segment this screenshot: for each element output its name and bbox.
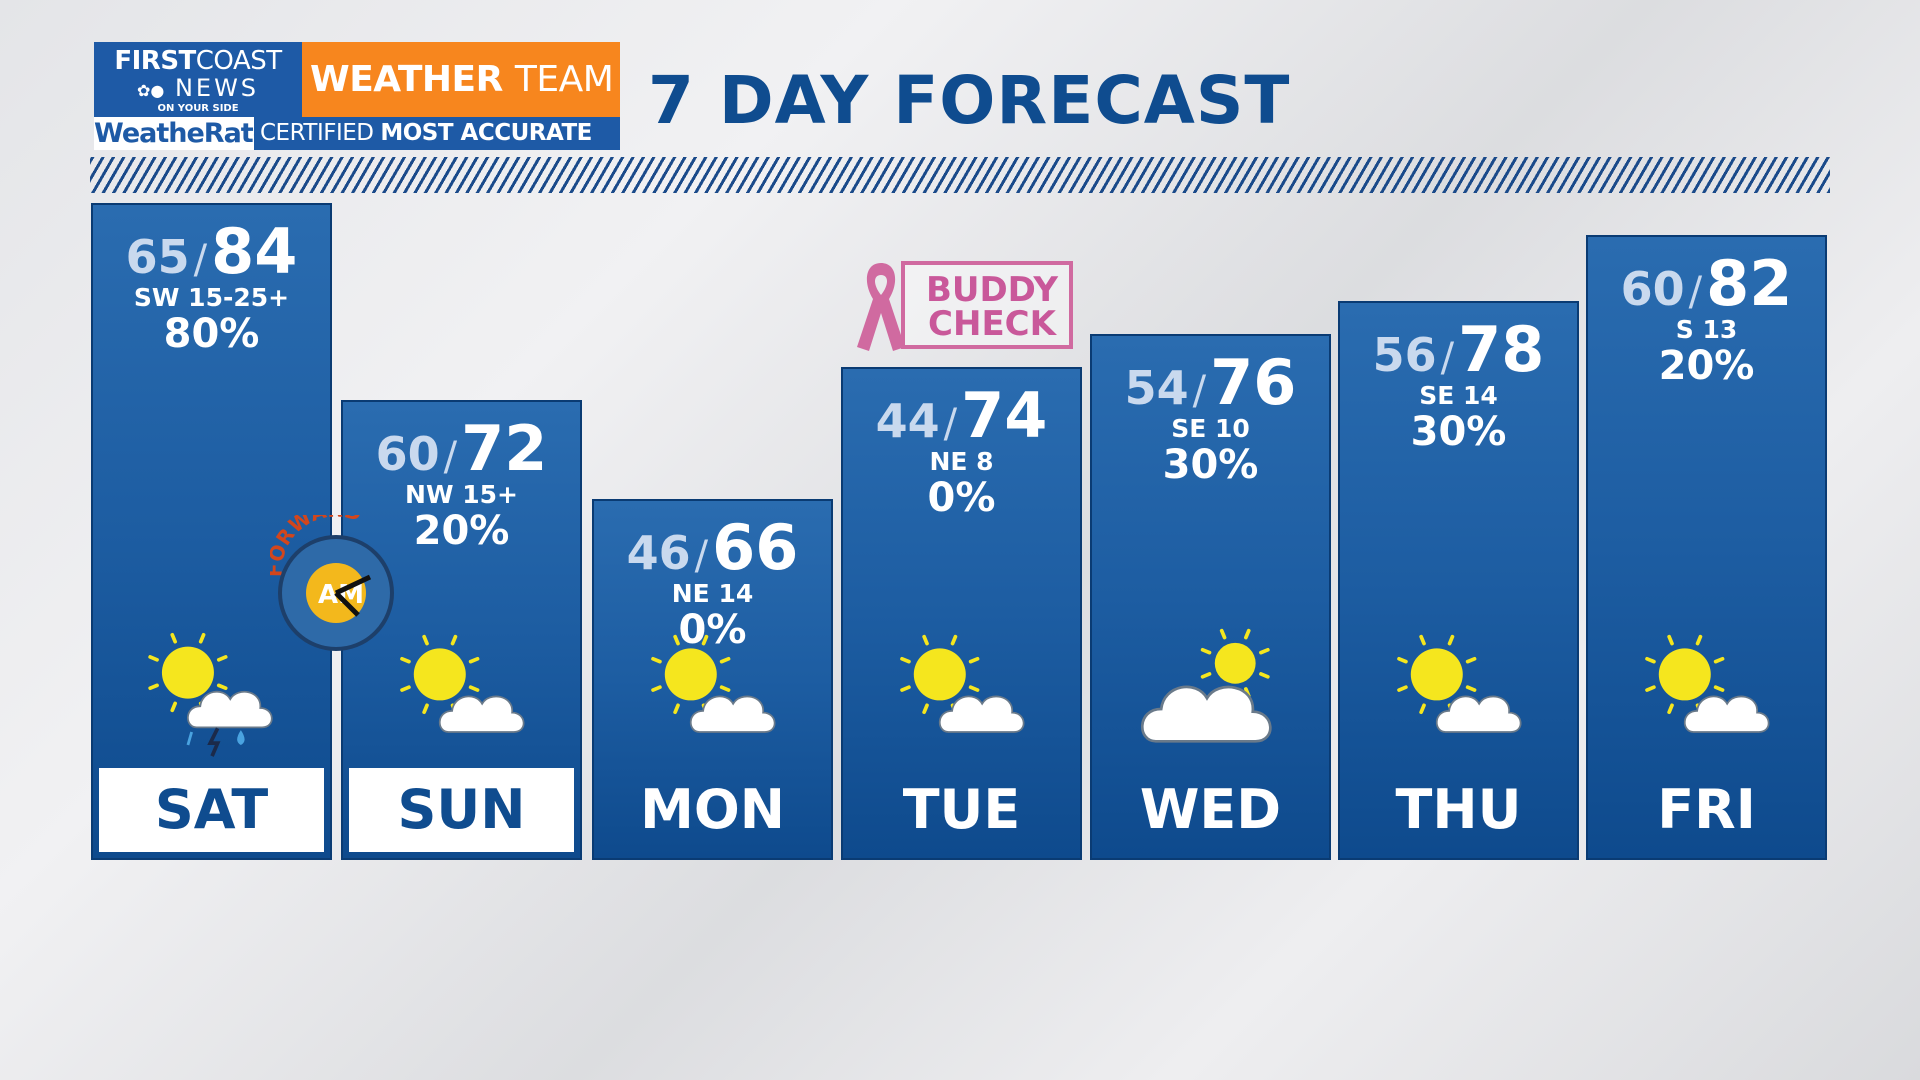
day-label: MON bbox=[640, 778, 785, 841]
mostly-cloudy-icon bbox=[1140, 628, 1272, 743]
day-label: WED bbox=[1139, 778, 1282, 841]
temperature-pair: 65/84 bbox=[93, 215, 330, 288]
high-temp: 82 bbox=[1706, 247, 1793, 320]
temp-separator: / bbox=[193, 237, 208, 283]
partly-cloudy-icon bbox=[1397, 634, 1522, 733]
wind: S 13 bbox=[1675, 315, 1738, 344]
low-temp: 56 bbox=[1372, 328, 1437, 382]
weather-label: WEATHER bbox=[310, 59, 503, 100]
partly-cloudy-icon bbox=[651, 634, 776, 733]
high-temp: 78 bbox=[1458, 313, 1545, 386]
low-temp: 65 bbox=[125, 230, 190, 284]
partly-cloudy-icon bbox=[400, 634, 525, 733]
temp-separator: / bbox=[1192, 368, 1207, 414]
day-label: SAT bbox=[99, 768, 324, 852]
high-temp: 66 bbox=[712, 511, 799, 584]
temp-separator: / bbox=[1688, 269, 1703, 315]
temperature-pair: 44/74 bbox=[843, 379, 1080, 452]
temp-separator: / bbox=[943, 401, 958, 447]
precip-chance: 0% bbox=[927, 475, 996, 521]
precip-chance: 30% bbox=[1162, 442, 1259, 488]
precip-chance: 20% bbox=[413, 508, 510, 554]
partly-sunny-thunderstorm-icon bbox=[148, 632, 273, 757]
high-temp: 72 bbox=[461, 412, 548, 485]
weather-team-banner: WEATHER TEAM bbox=[302, 42, 620, 117]
temp-separator: / bbox=[694, 533, 709, 579]
day-label: THU bbox=[1395, 778, 1522, 841]
forecast-day-tue: 44/74 NE 8 0% TUE bbox=[841, 367, 1082, 860]
buddy-check-frame bbox=[901, 261, 1073, 349]
wind: NE 14 bbox=[671, 579, 754, 608]
logo-first: FIRST bbox=[114, 46, 196, 76]
wind: NW 15+ bbox=[405, 480, 518, 509]
temp-separator: / bbox=[1440, 335, 1455, 381]
high-temp: 76 bbox=[1210, 346, 1297, 419]
page-title: 7 DAY FORECAST bbox=[648, 62, 1291, 139]
high-temp: 74 bbox=[961, 379, 1048, 452]
logo-coast: COAST bbox=[195, 46, 282, 76]
low-temp: 46 bbox=[626, 526, 691, 580]
logo-news: NEWS bbox=[174, 74, 260, 102]
wind: SE 10 bbox=[1171, 414, 1250, 443]
forward-am-badge: FORWARD AM bbox=[263, 498, 402, 655]
precip-chance: 20% bbox=[1658, 343, 1755, 389]
partly-cloudy-icon bbox=[900, 634, 1025, 733]
temperature-pair: 46/66 bbox=[594, 511, 831, 584]
check-label: CHECK bbox=[928, 304, 1056, 344]
forecast-day-sun: 60/72 NW 15+ 20% SUN bbox=[341, 400, 582, 860]
buddy-label: BUDDY bbox=[925, 270, 1059, 310]
temperature-pair: 54/76 bbox=[1092, 346, 1329, 419]
wind: SW 15-25+ bbox=[133, 283, 290, 312]
network-logos-icon: ✿● bbox=[136, 81, 165, 100]
day-label: TUE bbox=[902, 778, 1021, 841]
precip-chance: 0% bbox=[678, 607, 747, 653]
buddy-check-badge: BUDDY CHECK bbox=[851, 255, 1077, 355]
forecast-day-mon: 46/66 NE 14 0% MON bbox=[592, 499, 833, 860]
precip-chance: 30% bbox=[1410, 409, 1507, 455]
forecast-day-wed: 54/76 SE 10 30% WED bbox=[1090, 334, 1331, 860]
day-label: FRI bbox=[1657, 778, 1756, 841]
pink-ribbon-icon bbox=[857, 263, 905, 351]
most-accurate-label: MOST ACCURATE bbox=[380, 120, 592, 146]
station-logo: FIRSTCOAST ✿● NEWS ON YOUR SIDE WEATHER … bbox=[94, 42, 620, 150]
forecast-day-sat: 65/84 SW 15-25+ 80% SAT bbox=[91, 203, 332, 860]
logo-tagline: ON YOUR SIDE bbox=[157, 103, 239, 114]
temperature-pair: 60/82 bbox=[1588, 247, 1825, 320]
low-temp: 60 bbox=[375, 427, 440, 481]
weatherate-logo: WeatheRate bbox=[94, 117, 271, 150]
temp-separator: / bbox=[443, 434, 458, 480]
forward-am-clock-icon: FORWARD AM bbox=[263, 498, 394, 651]
temperature-pair: 60/72 bbox=[343, 412, 580, 485]
wind: NE 8 bbox=[929, 447, 994, 476]
wind: SE 14 bbox=[1419, 381, 1498, 410]
forecast-day-fri: 60/82 S 13 20% FRI bbox=[1586, 235, 1827, 860]
low-temp: 60 bbox=[1620, 262, 1685, 316]
day-label: SUN bbox=[349, 768, 574, 852]
high-temp: 84 bbox=[211, 215, 298, 288]
temperature-pair: 56/78 bbox=[1340, 313, 1577, 386]
first-coast-news-logo: FIRSTCOAST ✿● NEWS ON YOUR SIDE bbox=[94, 42, 302, 117]
forecast-day-thu: 56/78 SE 14 30% THU bbox=[1338, 301, 1579, 860]
low-temp: 54 bbox=[1124, 361, 1189, 415]
partly-cloudy-icon bbox=[1645, 634, 1770, 733]
certified-banner: CERTIFIED MOST ACCURATE bbox=[254, 117, 620, 150]
certified-label: CERTIFIED bbox=[260, 120, 374, 146]
precip-chance: 80% bbox=[163, 311, 260, 357]
hatched-divider bbox=[90, 157, 1830, 193]
low-temp: 44 bbox=[875, 394, 940, 448]
team-label: TEAM bbox=[514, 59, 614, 100]
